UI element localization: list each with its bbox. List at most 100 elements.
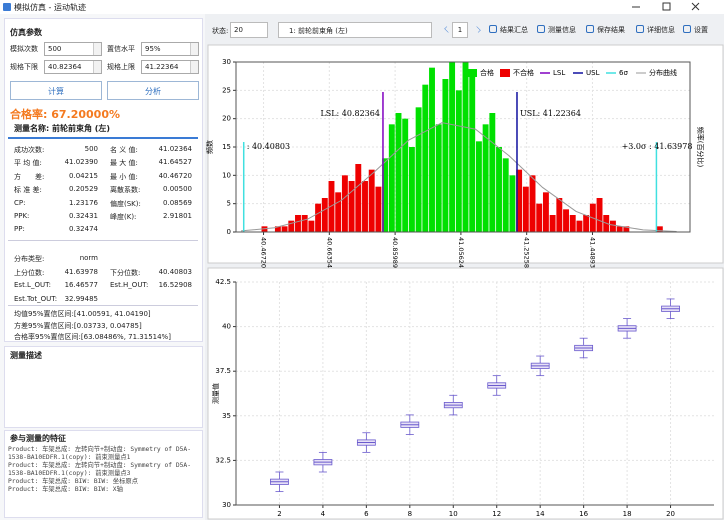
tool-icon: [537, 25, 545, 33]
stat-label: 最 小 值:: [110, 172, 138, 181]
tool-icon: [636, 25, 644, 33]
tool-icon: [489, 25, 497, 33]
bar: [563, 209, 569, 232]
spec-label: USL: 41.22364: [520, 109, 581, 118]
bar: [556, 198, 563, 232]
bar: [576, 220, 583, 232]
stat-value: 0.04215: [69, 171, 98, 180]
bar: [281, 226, 288, 232]
bar: [362, 181, 368, 232]
tool-button[interactable]: 设置: [682, 22, 708, 36]
button[interactable]: 计算: [10, 81, 102, 100]
x-tick-label: 12: [492, 510, 501, 518]
stat-label: 名 义 值:: [110, 146, 138, 154]
y-tick-label: 40: [222, 323, 231, 331]
measure-value: 1: 前轮前束角 (左): [289, 27, 348, 35]
feature-item: Product: 车架总成: 左转向节+制动盘: Symmetry of D5A…: [8, 446, 191, 461]
stat-value: 40.40803: [158, 267, 192, 276]
legend-swatch: [500, 69, 510, 77]
x-tick-label: 14: [536, 510, 545, 518]
x-tick-label: 2: [277, 510, 281, 518]
toolbar: 状态: 20 1: 前轮前束角 (左) 1 结果汇总 测量信息 保存结果 详细信息 设置: [208, 20, 724, 42]
x-tick-label: 41.25258: [523, 237, 531, 268]
y-tick-label: 37.5: [215, 367, 231, 375]
button-label: 分析: [145, 87, 161, 96]
spinner[interactable]: [190, 61, 198, 73]
section-title: 仿真参数: [10, 28, 42, 37]
field-input[interactable]: 500: [44, 42, 102, 56]
distribution-curve: [240, 122, 677, 232]
stat-value: 41.02390: [64, 158, 98, 167]
field-input[interactable]: 41.22364: [141, 60, 199, 74]
interval: 方差95%置信区间:[0.03733, 0.04785]: [14, 321, 142, 330]
stat-label: PP:: [14, 225, 25, 234]
y-tick-label: 0: [227, 228, 231, 236]
tool-label: 结果汇总: [500, 26, 528, 34]
field-value: 40.82364: [48, 63, 82, 71]
stat-label: 方 差:: [14, 172, 45, 181]
legend-label: LSL: [553, 69, 565, 77]
tool-icon: [683, 25, 691, 33]
y-tick-label: 10: [222, 171, 231, 179]
field-input[interactable]: 95%: [141, 42, 199, 56]
spinner[interactable]: [93, 43, 101, 55]
divider: [8, 240, 198, 241]
bar: [321, 198, 328, 232]
stat-label: 上分位数:: [14, 268, 45, 277]
y-axis-label: 频数: [205, 140, 214, 154]
x-tick-label: 40.85989: [391, 237, 399, 268]
bar: [509, 175, 516, 232]
bar: [549, 215, 556, 232]
bar: [449, 62, 456, 232]
y-tick-label: 30: [222, 501, 231, 509]
spinner[interactable]: [190, 43, 198, 55]
bar: [482, 124, 489, 232]
x-tick-label: 41.05624: [457, 237, 465, 268]
field-input[interactable]: 40.82364: [44, 60, 102, 74]
bar: [442, 79, 449, 232]
status-select[interactable]: 20: [230, 22, 268, 38]
measure-select[interactable]: 1: 前轮前束角 (左): [278, 22, 432, 38]
y-tick-label: 20: [222, 115, 231, 123]
stat-label: 成功次数:: [14, 146, 45, 154]
tool-button[interactable]: 保存结果: [585, 22, 625, 36]
bar: [496, 147, 502, 232]
spinner[interactable]: [93, 61, 101, 73]
bar: [623, 226, 630, 232]
bar: [516, 169, 523, 232]
bar: [308, 220, 315, 232]
y-tick-label: 32.5: [215, 456, 231, 464]
bar: [475, 141, 482, 232]
button[interactable]: 分析: [107, 81, 199, 100]
stat-value: 0.00500: [163, 185, 192, 194]
tool-button[interactable]: 测量信息: [536, 22, 576, 36]
tool-label: 详细信息: [647, 26, 675, 34]
page-input[interactable]: 1: [452, 22, 468, 38]
tool-button[interactable]: 详细信息: [635, 22, 675, 36]
bar: [609, 220, 616, 232]
stat-label: 标 准 差:: [14, 186, 42, 195]
panel-card: [4, 346, 203, 428]
stat-value: norm: [79, 254, 98, 262]
x-tick-label: 4: [321, 510, 326, 518]
field-label: 规格下限: [10, 63, 38, 71]
field-value: 95%: [145, 45, 161, 53]
y2-axis-label: 频率(百分比): [696, 127, 705, 168]
tool-button[interactable]: 结果汇总: [488, 22, 528, 36]
bar: [274, 226, 281, 232]
bar: [489, 113, 496, 232]
legend-label: 不合格: [513, 68, 534, 77]
tool-label: 设置: [694, 26, 708, 34]
close-icon: [691, 2, 700, 11]
stat-value: 0.20529: [69, 185, 98, 194]
bar: [408, 147, 415, 232]
status-label: 状态:: [212, 27, 229, 35]
x-tick-label: 41.44893: [588, 237, 596, 268]
bar: [348, 181, 355, 232]
stat-value: 32.99485: [64, 294, 98, 303]
divider: [8, 305, 198, 306]
page-value: 1: [457, 26, 463, 34]
maximize-icon: [662, 2, 671, 11]
measure-name: 测量名称: 前轮前束角 (左): [14, 124, 111, 133]
